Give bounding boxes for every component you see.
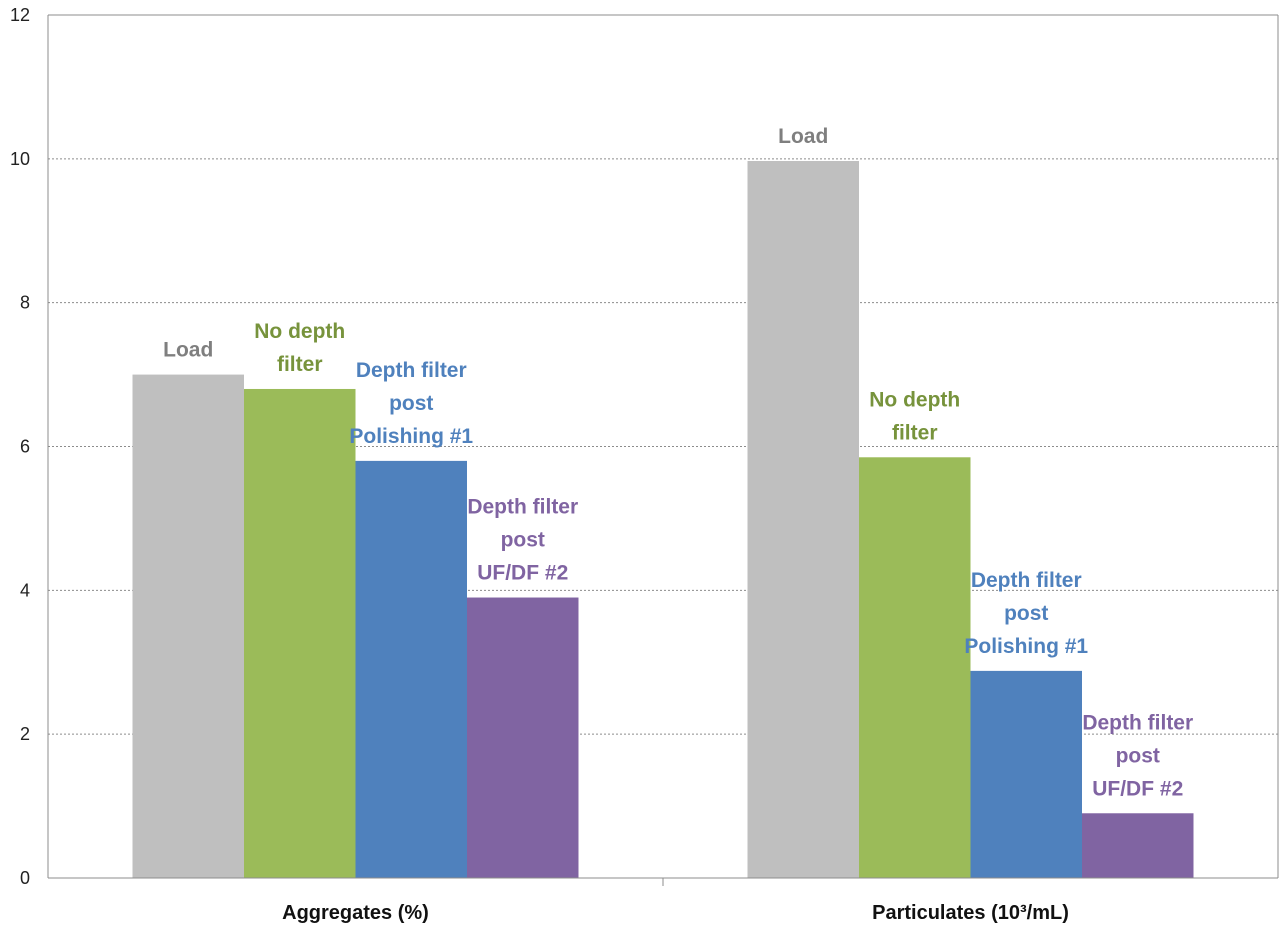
bar: [132, 374, 244, 878]
bar: [747, 160, 859, 878]
bar: [467, 597, 579, 878]
y-tick-label: 4: [20, 580, 30, 600]
x-category-label: Aggregates (%): [282, 902, 429, 924]
y-tick-label: 2: [20, 724, 30, 744]
bar-data-label: No depth: [254, 320, 345, 343]
bar-data-label: Depth filter: [356, 359, 467, 382]
bar-data-label: Polishing #1: [349, 425, 473, 448]
labels: Load No depth filter Depth filter post Polish…: [163, 125, 1193, 924]
bar: [1082, 813, 1194, 878]
y-tick-label: 0: [20, 868, 30, 888]
bar-data-label: Load: [163, 339, 213, 362]
x-category-label: Particulates (10³/mL): [872, 902, 1069, 924]
bar-data-label: filter: [892, 421, 938, 444]
bar-data-label: post: [1116, 744, 1160, 767]
y-tick-label: 12: [10, 5, 30, 25]
y-tick-label: 10: [10, 149, 30, 169]
y-tick-label: 6: [20, 437, 30, 457]
bar-data-label: UF/DF #2: [477, 562, 568, 585]
bar-data-label: Depth filter: [1082, 711, 1193, 734]
bar: [970, 670, 1082, 878]
bar-data-label: post: [1004, 602, 1048, 625]
bar-data-label: post: [501, 529, 545, 552]
bar-data-label: Polishing #1: [964, 635, 1088, 658]
bar: [355, 460, 467, 878]
bar-data-label: Load: [778, 125, 828, 148]
bar-data-label: UF/DF #2: [1092, 777, 1183, 800]
bar-data-label: filter: [277, 353, 323, 376]
y-tick-label: 8: [20, 293, 30, 313]
bar-data-label: Depth filter: [971, 569, 1082, 592]
bar-data-label: No depth: [869, 388, 960, 411]
axes: 0 2 4 6 8 10 12: [10, 5, 1279, 888]
bar: [244, 388, 356, 878]
bars: [132, 160, 1194, 878]
bar: [859, 457, 971, 878]
bar-data-label: post: [389, 392, 433, 415]
bar-data-label: Depth filter: [467, 496, 578, 519]
